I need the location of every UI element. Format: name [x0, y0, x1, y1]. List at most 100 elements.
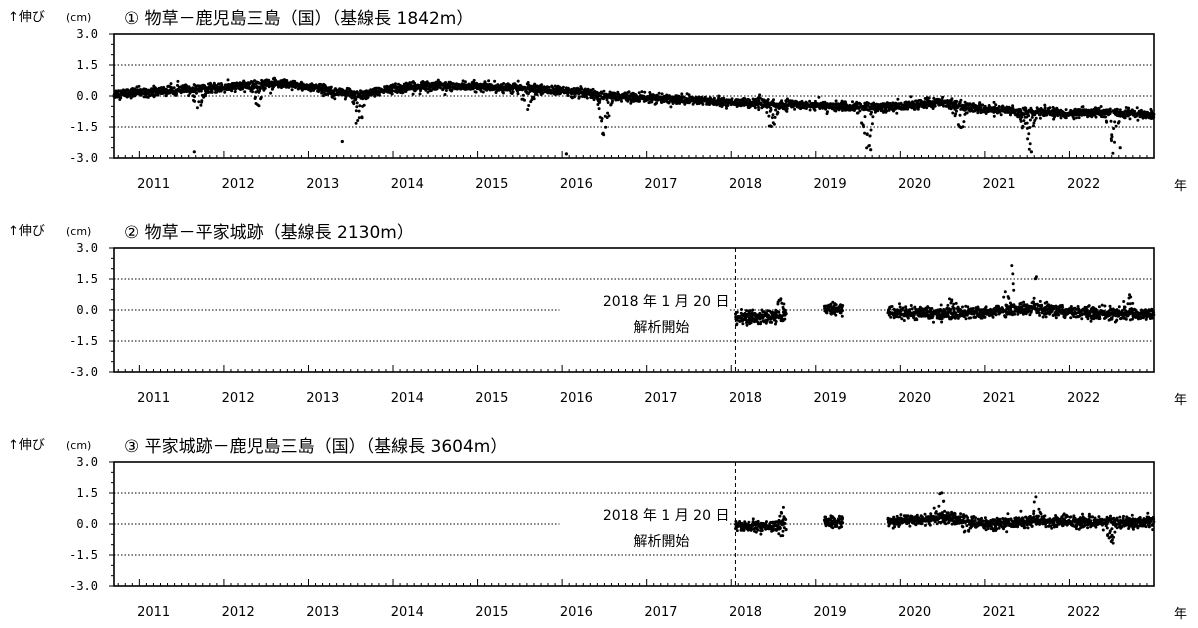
data-point: [898, 302, 901, 306]
data-point: [1021, 124, 1025, 128]
data-point: [254, 90, 258, 94]
data-point: [785, 107, 789, 111]
data-point: [701, 102, 705, 106]
data-point: [607, 114, 611, 118]
y-tick-label: -1.5: [69, 120, 98, 134]
data-point: [356, 119, 360, 122]
data-point: [357, 116, 361, 120]
data-point: [175, 92, 178, 96]
data-point: [394, 82, 397, 86]
data-point: [774, 320, 778, 323]
x-tick-label: 2020: [898, 177, 931, 192]
data-point: [597, 107, 601, 111]
data-point: [865, 132, 869, 136]
data-point: [869, 128, 873, 132]
data-point: [540, 83, 544, 87]
data-point: [869, 148, 873, 152]
data-point: [547, 86, 551, 89]
data-point: [1111, 151, 1115, 155]
data-point: [333, 97, 337, 101]
data-point: [930, 307, 934, 310]
data-point: [223, 90, 227, 94]
data-point: [1030, 115, 1034, 119]
data-point: [354, 97, 358, 101]
x-unit-label: 年: [1174, 179, 1187, 194]
data-point: [526, 81, 530, 84]
data-point: [1133, 109, 1137, 113]
y-tick-label: 1.5: [76, 58, 98, 72]
data-point: [889, 315, 893, 319]
data-point: [600, 117, 604, 120]
data-point: [740, 308, 743, 311]
data-point: [390, 89, 394, 93]
data-point: [358, 104, 362, 108]
data-point: [408, 81, 412, 85]
data-point: [197, 100, 201, 104]
data-point: [564, 152, 569, 156]
data-point: [401, 90, 405, 94]
data-point: [941, 95, 945, 99]
data-point: [530, 98, 534, 102]
data-point: [900, 317, 904, 321]
data-point: [858, 109, 862, 113]
data-point: [142, 95, 146, 99]
data-point: [382, 90, 386, 94]
data-point: [964, 317, 968, 321]
data-point: [735, 322, 739, 326]
data-point: [1081, 105, 1085, 109]
data-point: [1118, 146, 1122, 150]
x-tick-label: 2019: [814, 177, 847, 192]
data-point: [606, 101, 610, 104]
data-point: [463, 80, 467, 84]
data-point: [757, 108, 761, 112]
data-point: [946, 303, 950, 307]
data-point: [955, 100, 959, 103]
data-point: [1019, 119, 1023, 123]
data-point: [426, 90, 430, 94]
data-point: [1135, 106, 1139, 110]
data-point: [870, 110, 873, 114]
data-point: [523, 98, 526, 102]
data-point: [969, 316, 973, 320]
x-tick-label: 2016: [560, 177, 593, 192]
data-point: [592, 98, 596, 102]
y-tick-label: 3.0: [76, 27, 98, 41]
data-point: [577, 95, 581, 99]
data-point: [909, 95, 913, 99]
x-tick-label: 2014: [391, 177, 424, 192]
data-point: [927, 96, 931, 100]
data-point: [258, 87, 262, 91]
data-point: [997, 105, 1001, 108]
data-point: [516, 92, 520, 96]
data-point: [834, 313, 838, 317]
data-point: [461, 79, 465, 83]
data-point: [890, 305, 894, 308]
data-point: [708, 103, 712, 106]
data-point: [1024, 106, 1028, 110]
data-point: [136, 88, 140, 92]
data-point: [1028, 118, 1032, 122]
x-tick-label: 2017: [644, 391, 677, 406]
data-point: [474, 90, 478, 94]
data-point: [378, 93, 381, 97]
y-tick-label: 0.0: [76, 303, 98, 317]
data-point: [962, 120, 966, 124]
data-point: [580, 87, 584, 91]
data-point: [808, 108, 812, 112]
data-point: [994, 103, 998, 107]
data-point: [1113, 140, 1116, 144]
data-point: [210, 90, 214, 94]
data-point: [1110, 139, 1113, 143]
data-point: [443, 93, 447, 96]
data-point: [257, 104, 261, 108]
data-point: [950, 298, 954, 302]
data-point: [682, 95, 686, 99]
data-point: [779, 297, 783, 301]
data-point: [439, 86, 443, 90]
data-point: [606, 111, 610, 115]
data-point: [502, 82, 506, 85]
data-point: [726, 104, 730, 107]
data-point: [915, 318, 919, 322]
data-point: [137, 84, 141, 88]
data-point: [863, 115, 867, 119]
